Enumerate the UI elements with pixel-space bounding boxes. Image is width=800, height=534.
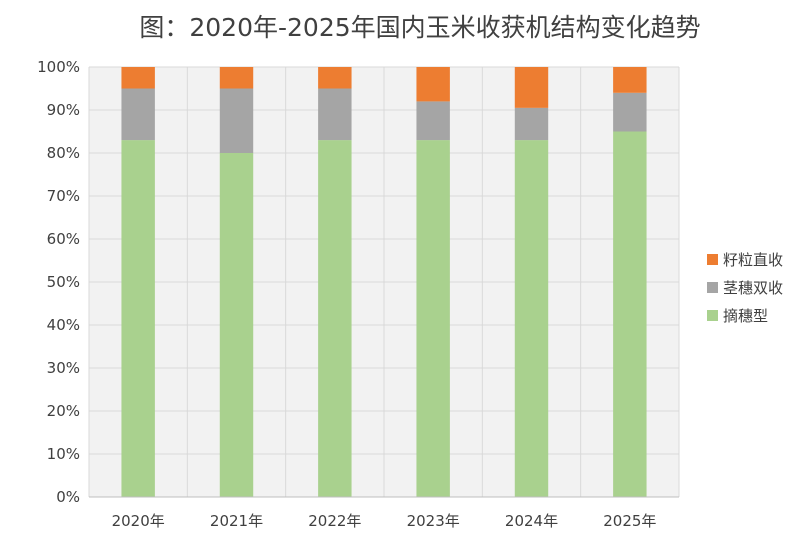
bar-segment [121,67,155,89]
bar-segment [121,88,155,141]
bar-segment [514,67,549,108]
y-tick-label: 50% [47,273,80,291]
x-tick-label: 2022年 [308,512,361,530]
x-tick-label: 2023年 [407,512,460,530]
bar-segment [613,92,647,132]
bar-segment [318,88,352,141]
bar-segment [219,88,254,153]
bar-segment [416,67,450,102]
y-tick-label: 20% [47,402,80,420]
x-tick-label: 2024年 [505,512,558,530]
x-tick-label: 2021年 [210,512,263,530]
x-tick-label: 2020年 [112,512,165,530]
bar-segment [613,131,647,497]
y-tick-label: 30% [47,359,80,377]
bar-segment [219,153,254,497]
y-tick-label: 80% [47,144,80,162]
y-tick-label: 60% [47,230,80,248]
legend-label: 摘穗型 [723,307,768,325]
legend-swatch [707,310,718,321]
legend-label: 籽粒直收 [723,251,783,269]
y-tick-label: 0% [56,488,80,506]
bar-segment [318,67,352,89]
bar-segment [514,107,549,141]
bar-segment [219,67,254,89]
chart-title: 图：2020年-2025年国内玉米收获机结构变化趋势 [139,13,700,42]
bar-segment [514,140,549,497]
y-tick-label: 70% [47,187,80,205]
y-tick-label: 40% [47,316,80,334]
legend-label: 茎穗双收 [723,279,783,297]
y-tick-label: 90% [47,101,80,119]
x-tick-label: 2025年 [603,512,656,530]
legend-swatch [707,282,718,293]
bar-segment [121,140,155,497]
y-tick-label: 100% [37,58,80,76]
plot-area: 0% 10% 20% 30% 40% 50% 60% 70% 80% 90% 100% 2020年 20… [37,58,680,530]
bar-segment [416,140,450,497]
bar-segment [613,67,647,93]
y-tick-label: 10% [47,445,80,463]
bar-segment [318,140,352,497]
legend-swatch [707,254,718,265]
bar-segment [416,101,450,141]
